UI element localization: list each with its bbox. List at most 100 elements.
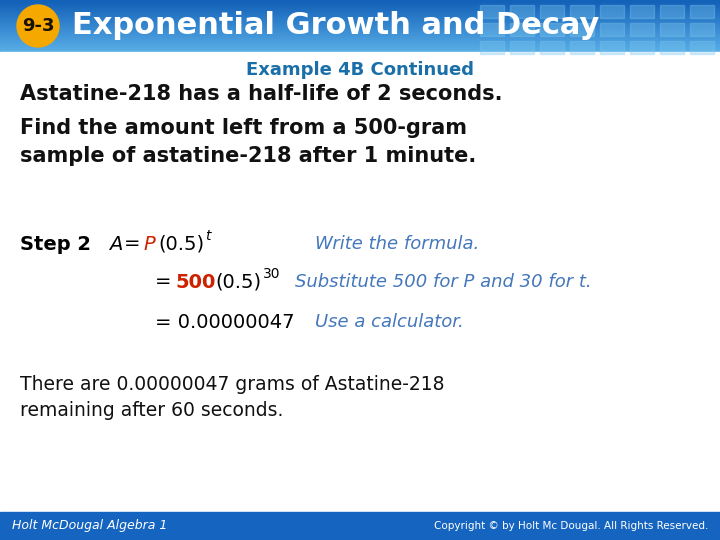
Bar xyxy=(0,51,720,52)
Bar xyxy=(0,19,720,20)
Bar xyxy=(0,9,720,10)
Text: Step 2: Step 2 xyxy=(20,234,91,253)
Bar xyxy=(630,5,654,18)
Bar xyxy=(0,50,720,51)
Bar xyxy=(480,41,504,54)
Bar xyxy=(0,52,720,512)
Bar xyxy=(0,512,720,540)
Text: sample of astatine-218 after 1 minute.: sample of astatine-218 after 1 minute. xyxy=(20,146,476,166)
Bar xyxy=(0,22,720,23)
Bar xyxy=(600,5,624,18)
Bar xyxy=(0,16,720,17)
Bar xyxy=(0,3,720,4)
Bar xyxy=(540,5,564,18)
Bar xyxy=(0,46,720,47)
Bar xyxy=(0,10,720,11)
Text: $A$: $A$ xyxy=(108,234,123,253)
Text: Astatine-218 has a half-life of 2 seconds.: Astatine-218 has a half-life of 2 second… xyxy=(20,84,503,104)
Bar xyxy=(0,47,720,48)
Bar xyxy=(660,23,684,36)
Bar xyxy=(510,41,534,54)
Bar xyxy=(0,36,720,37)
Bar xyxy=(0,43,720,44)
Bar xyxy=(0,20,720,21)
Text: There are 0.00000047 grams of Astatine-218: There are 0.00000047 grams of Astatine-2… xyxy=(20,375,444,395)
Bar xyxy=(0,17,720,18)
Text: Holt McDougal Algebra 1: Holt McDougal Algebra 1 xyxy=(12,519,167,532)
Bar xyxy=(480,5,504,18)
Text: =: = xyxy=(124,234,140,253)
Text: = 0.00000047: = 0.00000047 xyxy=(155,313,294,332)
Bar xyxy=(0,21,720,22)
Bar xyxy=(0,39,720,40)
Text: Find the amount left from a 500-gram: Find the amount left from a 500-gram xyxy=(20,118,467,138)
Bar xyxy=(0,0,720,1)
Text: 500: 500 xyxy=(175,273,215,292)
Bar xyxy=(0,27,720,28)
Bar xyxy=(480,23,504,36)
Bar xyxy=(0,34,720,35)
Bar xyxy=(540,23,564,36)
Bar xyxy=(0,6,720,7)
Bar xyxy=(0,30,720,31)
Bar xyxy=(0,32,720,33)
Bar xyxy=(0,37,720,38)
Text: (0.5): (0.5) xyxy=(158,234,204,253)
Bar xyxy=(0,49,720,50)
Bar xyxy=(0,2,720,3)
Bar xyxy=(0,48,720,49)
Bar xyxy=(570,41,594,54)
Bar xyxy=(690,23,714,36)
Bar xyxy=(0,5,720,6)
Text: (0.5): (0.5) xyxy=(215,273,261,292)
Bar xyxy=(570,5,594,18)
Bar xyxy=(0,45,720,46)
Bar xyxy=(0,25,720,26)
Bar xyxy=(0,28,720,29)
Bar xyxy=(0,40,720,41)
Bar xyxy=(630,41,654,54)
Bar xyxy=(0,41,720,42)
Bar xyxy=(690,5,714,18)
Bar xyxy=(0,23,720,24)
Bar xyxy=(690,41,714,54)
Bar xyxy=(0,35,720,36)
Bar xyxy=(0,44,720,45)
Text: $P$: $P$ xyxy=(143,234,157,253)
Bar xyxy=(0,13,720,14)
Bar xyxy=(510,23,534,36)
Bar xyxy=(510,5,534,18)
Text: Use a calculator.: Use a calculator. xyxy=(315,313,464,331)
Bar xyxy=(0,42,720,43)
Bar xyxy=(0,15,720,16)
Bar xyxy=(540,41,564,54)
Circle shape xyxy=(17,5,59,47)
Bar xyxy=(600,23,624,36)
Text: remaining after 60 seconds.: remaining after 60 seconds. xyxy=(20,401,284,420)
Bar xyxy=(660,41,684,54)
Bar xyxy=(0,14,720,15)
Text: =: = xyxy=(155,273,171,292)
Text: 9-3: 9-3 xyxy=(22,17,54,35)
Bar xyxy=(0,4,720,5)
Text: Write the formula.: Write the formula. xyxy=(315,235,480,253)
Bar xyxy=(0,7,720,8)
Bar xyxy=(0,38,720,39)
Bar xyxy=(0,18,720,19)
Bar xyxy=(0,29,720,30)
Bar xyxy=(0,26,720,27)
Bar xyxy=(0,11,720,12)
Bar xyxy=(630,23,654,36)
Bar xyxy=(0,31,720,32)
Text: Example 4B Continued: Example 4B Continued xyxy=(246,61,474,79)
Text: 30: 30 xyxy=(263,267,281,281)
Bar xyxy=(570,23,594,36)
Bar xyxy=(0,1,720,2)
Text: $t$: $t$ xyxy=(205,229,213,243)
Bar xyxy=(0,33,720,34)
Bar xyxy=(0,24,720,25)
Bar xyxy=(600,41,624,54)
Text: Substitute 500 for P and 30 for t.: Substitute 500 for P and 30 for t. xyxy=(295,273,592,291)
Bar xyxy=(0,8,720,9)
Bar xyxy=(660,5,684,18)
